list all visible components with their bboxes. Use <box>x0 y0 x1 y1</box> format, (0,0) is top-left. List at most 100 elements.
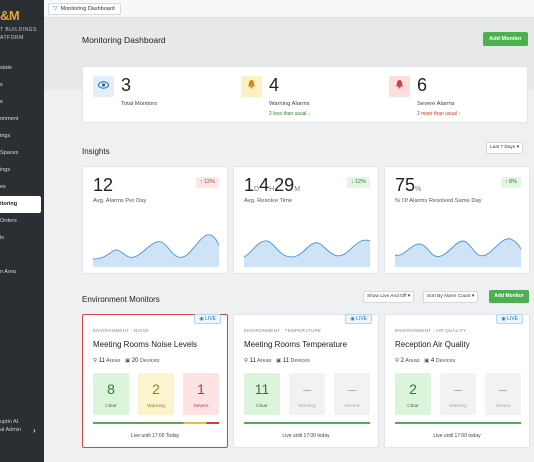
severe-alarms-stat: 6 Severe Alarms 2 more than usual ↑ <box>379 67 529 124</box>
monitor-title: Meeting Rooms Noise Levels <box>93 340 198 349</box>
sidebar-item[interactable]: es <box>0 184 6 190</box>
monitor-meta: ⚲ 11 Areas ▣ 11 Devices <box>244 358 311 364</box>
chevron-down-icon: ▾ <box>516 145 520 150</box>
filter-icon: ▽ <box>53 6 58 12</box>
insight-value: 1D4H29M <box>244 175 301 195</box>
sidebar-item[interactable]: n Area <box>0 269 16 275</box>
add-monitor-button[interactable]: Add Monitor <box>489 290 529 303</box>
clear-count-tile: 2 Clear <box>395 373 431 415</box>
monitor-category: ENVIRONMENT · NOISE <box>93 328 150 333</box>
tab-label: Monitoring Dashboard <box>60 6 115 12</box>
eye-icon <box>93 76 114 97</box>
warning-count-tile: – Warning <box>440 373 476 415</box>
chevron-down-icon: ▾ <box>471 294 475 299</box>
devices-icon: ▣ <box>125 358 131 364</box>
status-bar <box>395 422 521 424</box>
logo-subtitle: T BUILDINGS ATFORM <box>0 27 37 41</box>
sidebar-item[interactable]: ings <box>0 167 11 173</box>
insight-value: 75% <box>395 175 422 195</box>
sidebar-item[interactable]: Orders <box>0 218 17 224</box>
sidebar: &M T BUILDINGS ATFORM state s e onment i… <box>0 0 44 462</box>
summary-card: 3 Total Monitors 4 Warning Alarms 2 less… <box>82 66 528 123</box>
insight-label: % Of Alarms Resolved Same Day <box>395 198 482 204</box>
severe-count-tile: – Severe <box>485 373 521 415</box>
insight-sparkline <box>93 234 219 267</box>
stat-label: Total Monitors <box>121 101 158 107</box>
stat-value: 3 <box>121 75 132 95</box>
clear-count-tile: 11 Clear <box>244 373 280 415</box>
status-bar <box>93 422 219 424</box>
sidebar-item[interactable]: state <box>0 65 12 71</box>
live-badge: ◉ LIVE <box>345 314 372 324</box>
insight-label: Avg. Resolve Time <box>244 198 293 204</box>
monitor-category: ENVIRONMENT · AIR QUALITY <box>395 328 467 333</box>
bell-icon <box>389 76 410 97</box>
monitor-footer: Live until 17:00 Today <box>130 433 180 439</box>
page-title: Monitoring Dashboard <box>82 35 166 45</box>
monitor-card[interactable]: ◉ LIVE ENVIRONMENT · TEMPERATURE Meeting… <box>233 314 379 448</box>
total-monitors-stat: 3 Total Monitors <box>83 67 231 124</box>
insight-value: 12 <box>93 175 114 195</box>
user-profile[interactable]: uptin Al al Admin <box>0 419 22 433</box>
bell-icon <box>241 76 262 97</box>
trend-badge: ↓ 12% <box>346 177 370 188</box>
environment-monitors-title: Environment Monitors <box>82 295 160 304</box>
top-bar: ▽ Monitoring Dashboard <box>44 0 534 18</box>
monitor-meta: ⚲ 2 Areas ▣ 4 Devices <box>395 358 456 364</box>
insight-card: 1D4H29M Avg. Resolve Time ↓ 12% <box>233 166 379 274</box>
sidebar-item-monitoring[interactable]: itoring <box>0 196 41 213</box>
warning-alarms-stat: 4 Warning Alarms 2 less than usual ↓ <box>231 67 379 124</box>
eye-icon: ◉ <box>199 316 204 322</box>
sidebar-item[interactable]: e <box>0 99 4 105</box>
sort-value: Sort By Alarm Count <box>427 294 471 299</box>
monitor-footer: Live until 17:00 today <box>433 433 481 439</box>
sort-select[interactable]: Sort By Alarm Count ▾ <box>423 291 479 303</box>
severe-count-tile: 1 Severe <box>183 373 219 415</box>
date-range-select[interactable]: Last 7 Days ▾ <box>486 142 524 154</box>
sidebar-item[interactable]: ings <box>0 133 11 139</box>
sidebar-item[interactable] <box>0 247 44 264</box>
trend-badge: ↑ 12% <box>195 177 219 188</box>
insights-title: Insights <box>82 147 110 156</box>
status-filter-value: Show Live And Off <box>367 294 407 299</box>
chevron-down-icon: ▾ <box>407 294 411 299</box>
live-badge: ◉ LIVE <box>194 314 221 324</box>
status-filter-select[interactable]: Show Live And Off ▾ <box>363 291 415 303</box>
monitor-footer: Live until 17:00 today <box>282 433 330 439</box>
sidebar-item[interactable]: ls <box>0 235 4 241</box>
monitor-card[interactable]: ◉ LIVE ENVIRONMENT · NOISE Meeting Rooms… <box>82 314 228 448</box>
monitor-title: Meeting Rooms Temperature <box>244 340 348 349</box>
tab-monitoring-dashboard[interactable]: ▽ Monitoring Dashboard <box>48 3 121 15</box>
monitor-title: Reception Air Quality <box>395 340 470 349</box>
trend-badge: ↑ 8% <box>500 177 521 188</box>
sidebar-item[interactable]: s <box>0 82 3 88</box>
stat-value: 4 <box>269 75 280 95</box>
monitor-meta: ⚲ 11 Areas ▣ 20 Devices <box>93 358 160 364</box>
stat-trend: 2 more than usual ↑ <box>417 111 461 117</box>
location-pin-icon: ⚲ <box>244 358 249 364</box>
sidebar-item[interactable]: onment <box>0 116 19 122</box>
stat-label: Warning Alarms <box>269 101 310 107</box>
insight-sparkline <box>395 238 521 267</box>
insight-card: 12 Avg. Alarms Per Day ↑ 12% <box>82 166 228 274</box>
severe-count-tile: – Severe <box>334 373 370 415</box>
sidebar-item[interactable]: Spaces <box>0 150 19 156</box>
add-monitor-button[interactable]: Add Monitor <box>483 32 528 46</box>
sidebar-nav: state s e onment ings Spaces ings es ito… <box>0 60 44 281</box>
warning-count-tile: 2 Warning <box>138 373 174 415</box>
location-pin-icon: ⚲ <box>395 358 400 364</box>
insight-sparkline <box>244 239 370 267</box>
live-badge: ◉ LIVE <box>496 314 523 324</box>
devices-icon: ▣ <box>424 358 430 364</box>
location-pin-icon: ⚲ <box>93 358 98 364</box>
status-bar <box>244 422 370 424</box>
stat-trend: 2 less than usual ↓ <box>269 111 311 117</box>
logo: &M <box>0 8 20 23</box>
date-range-value: Last 7 Days <box>490 145 516 150</box>
devices-icon: ▣ <box>276 358 282 364</box>
monitor-card[interactable]: ◉ LIVE ENVIRONMENT · AIR QUALITY Recepti… <box>384 314 530 448</box>
warning-count-tile: – Warning <box>289 373 325 415</box>
stat-value: 6 <box>417 75 428 95</box>
eye-icon: ◉ <box>501 316 506 322</box>
chevron-right-icon[interactable]: › <box>33 426 36 435</box>
